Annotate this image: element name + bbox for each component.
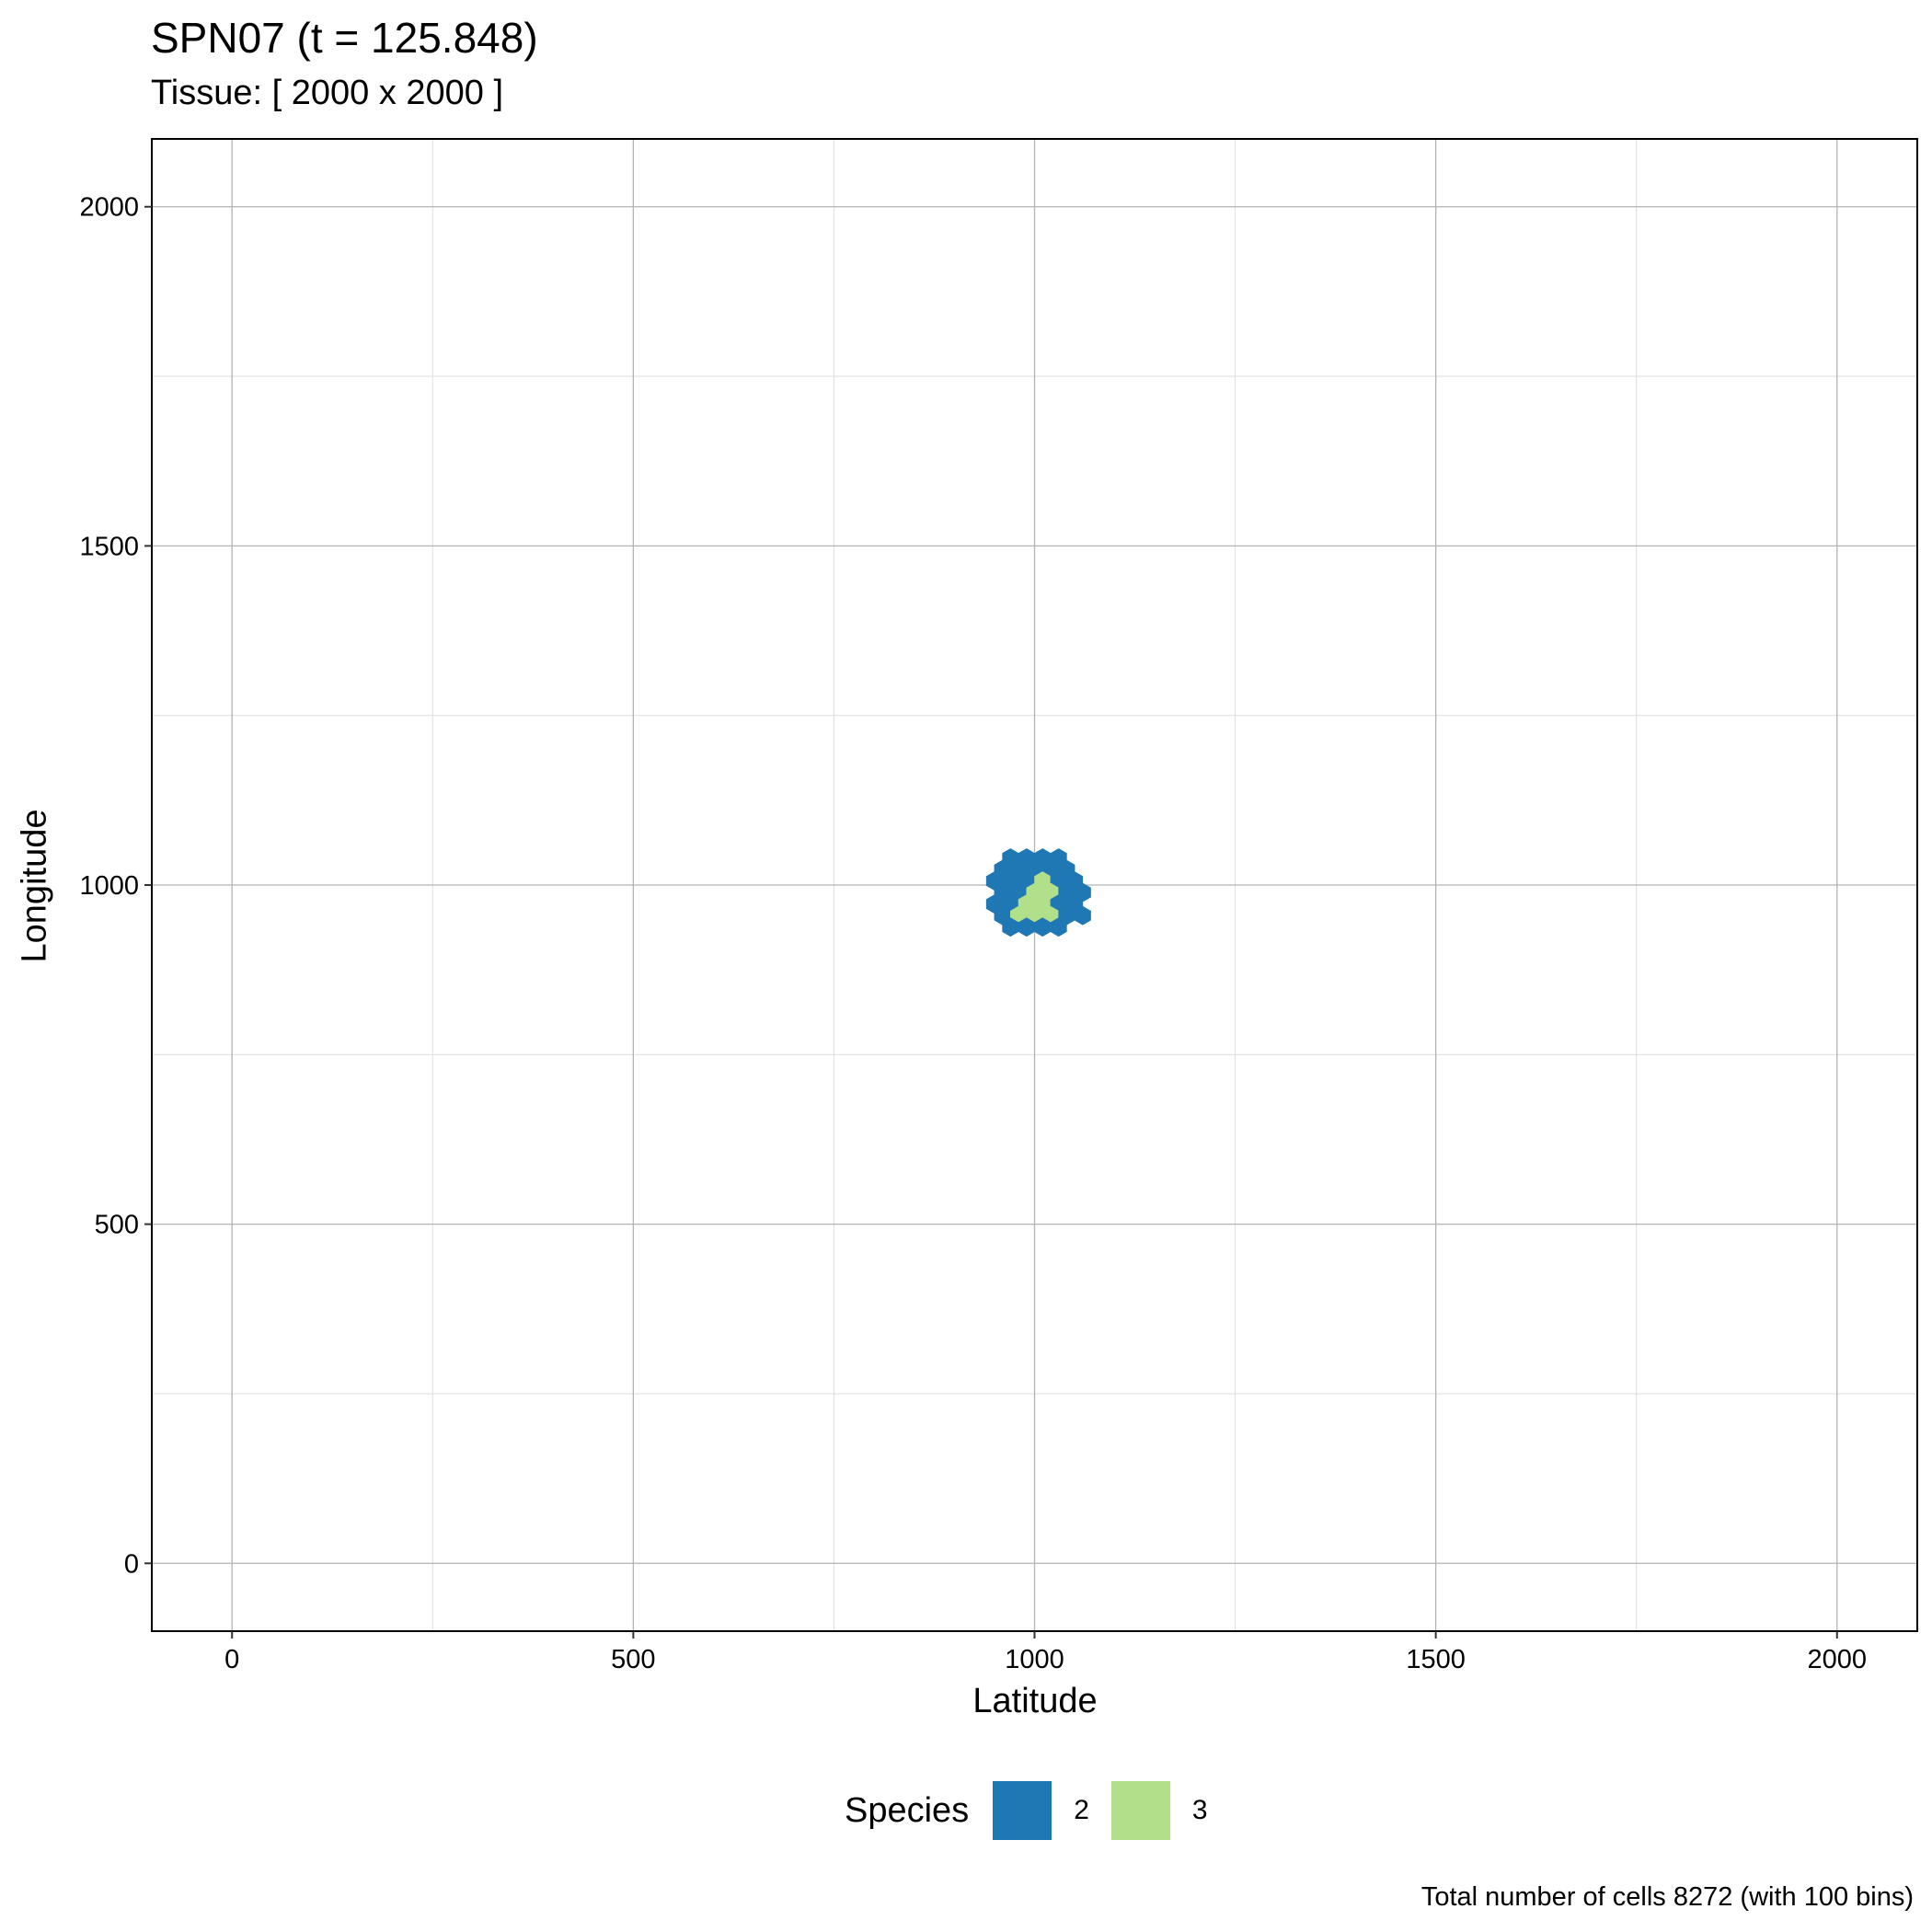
y-tick-label: 2000 [79,193,139,223]
x-axis-label: Latitude [972,1682,1098,1720]
x-tick-label: 2000 [1808,1645,1868,1674]
hex-cells [985,848,1091,937]
hex-cell-species-2 [1074,905,1091,926]
legend-swatch-species-3 [1110,1781,1170,1840]
chart-title: SPN07 (t = 125.848) [151,14,538,62]
legend-item-species-2: 2 [993,1781,1089,1840]
legend-title: Species [845,1790,970,1830]
legend-item-species-3: 3 [1110,1781,1208,1840]
chart-subtitle: Tissue: [ 2000 x 2000 ] [151,74,504,112]
legend-swatch-species-2 [993,1781,1052,1840]
x-axis: 0 500 1000 1500 2000 [224,1631,1867,1674]
x-tick-label: 1000 [1005,1645,1064,1674]
y-tick-label: 1000 [79,871,139,901]
major-gridlines [152,139,1917,1631]
legend-label-species-3: 3 [1191,1795,1208,1825]
chart-caption: Total number of cells 8272 (with 100 bin… [1420,1882,1914,1912]
y-tick-label: 1500 [79,532,139,561]
hex-cell-species-2 [1050,917,1067,937]
x-tick-label: 1500 [1406,1645,1466,1674]
legend: Species 2 3 [845,1781,1230,1840]
legend-label-species-2: 2 [1074,1795,1089,1825]
x-tick-label: 0 [224,1645,239,1674]
y-tick-label: 0 [124,1549,139,1579]
y-axis-label: Longitude [15,809,54,963]
y-axis: 0 500 1000 1500 2000 [79,193,152,1579]
y-tick-label: 500 [95,1211,139,1240]
x-tick-label: 500 [611,1645,655,1674]
